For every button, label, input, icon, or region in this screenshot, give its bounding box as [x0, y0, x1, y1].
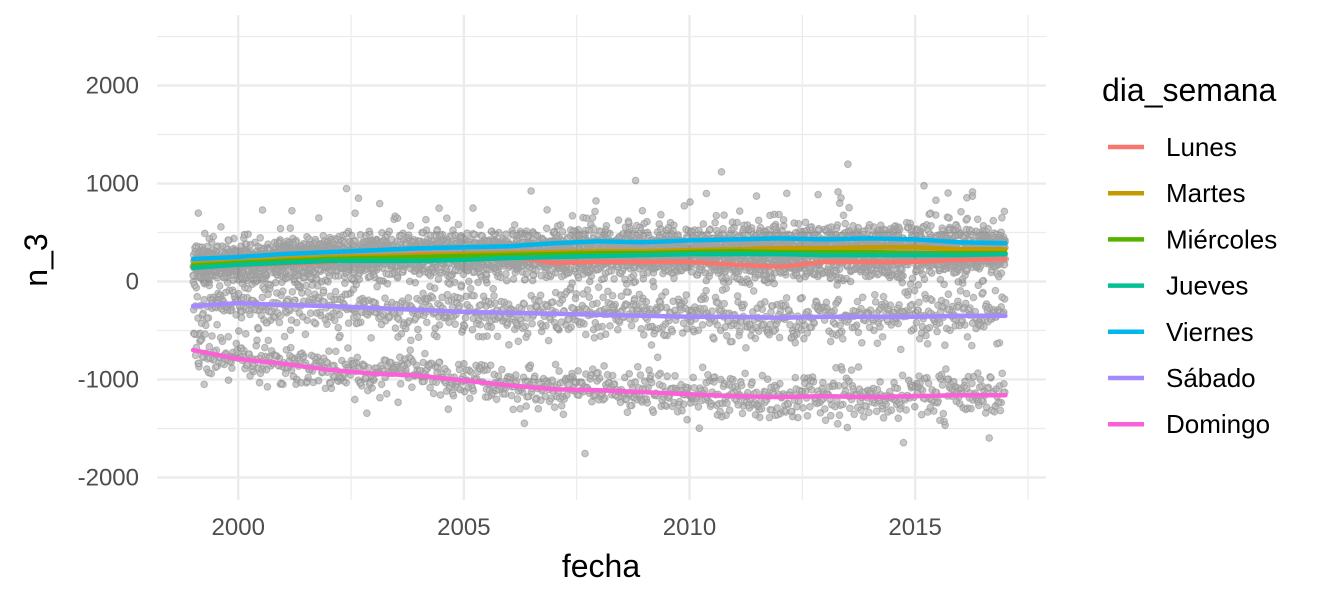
legend-label: Jueves: [1166, 271, 1248, 301]
points-layer: [189, 160, 1010, 458]
y-tick-label: -1000: [78, 366, 139, 393]
legend: dia_semana Lunes Martes Miércoles Jueves Vie…: [1102, 72, 1277, 439]
legend-label: Martes: [1166, 178, 1245, 208]
legend-title: dia_semana: [1102, 72, 1277, 108]
x-tick-label: 2000: [212, 514, 265, 541]
trend-line-jueves: [190, 251, 1008, 271]
x-tick-label: 2015: [888, 514, 941, 541]
legend-label: Lunes: [1166, 132, 1237, 162]
trend-line-viernes: [190, 236, 1008, 262]
x-tick-label: 2005: [437, 514, 490, 541]
x-tick-label: 2010: [663, 514, 716, 541]
y-tick-label: 1000: [86, 171, 139, 198]
y-tick-label: -2000: [78, 464, 139, 491]
x-axis-title: fecha: [562, 548, 640, 584]
legend-label: Sábado: [1166, 363, 1256, 393]
legend-items: Lunes Martes Miércoles Jueves Viernes Sábado D…: [1108, 132, 1277, 439]
legend-label: Viernes: [1166, 317, 1254, 347]
ticks-layer: 2000 2005 2010 2015 -2000 -1000 0 1000 2000: [78, 73, 942, 541]
y-tick-label: 0: [126, 269, 139, 296]
trend-line-sábado: [190, 300, 1008, 321]
y-axis-title: n_3: [18, 233, 54, 286]
trend-line-domingo: [190, 347, 1008, 400]
y-tick-label: 2000: [86, 73, 139, 100]
observation-points: [189, 160, 1010, 458]
legend-label: Domingo: [1166, 409, 1270, 439]
grid-layer: [157, 15, 1046, 500]
legend-label: Miércoles: [1166, 224, 1277, 254]
lines-layer: [190, 236, 1008, 400]
